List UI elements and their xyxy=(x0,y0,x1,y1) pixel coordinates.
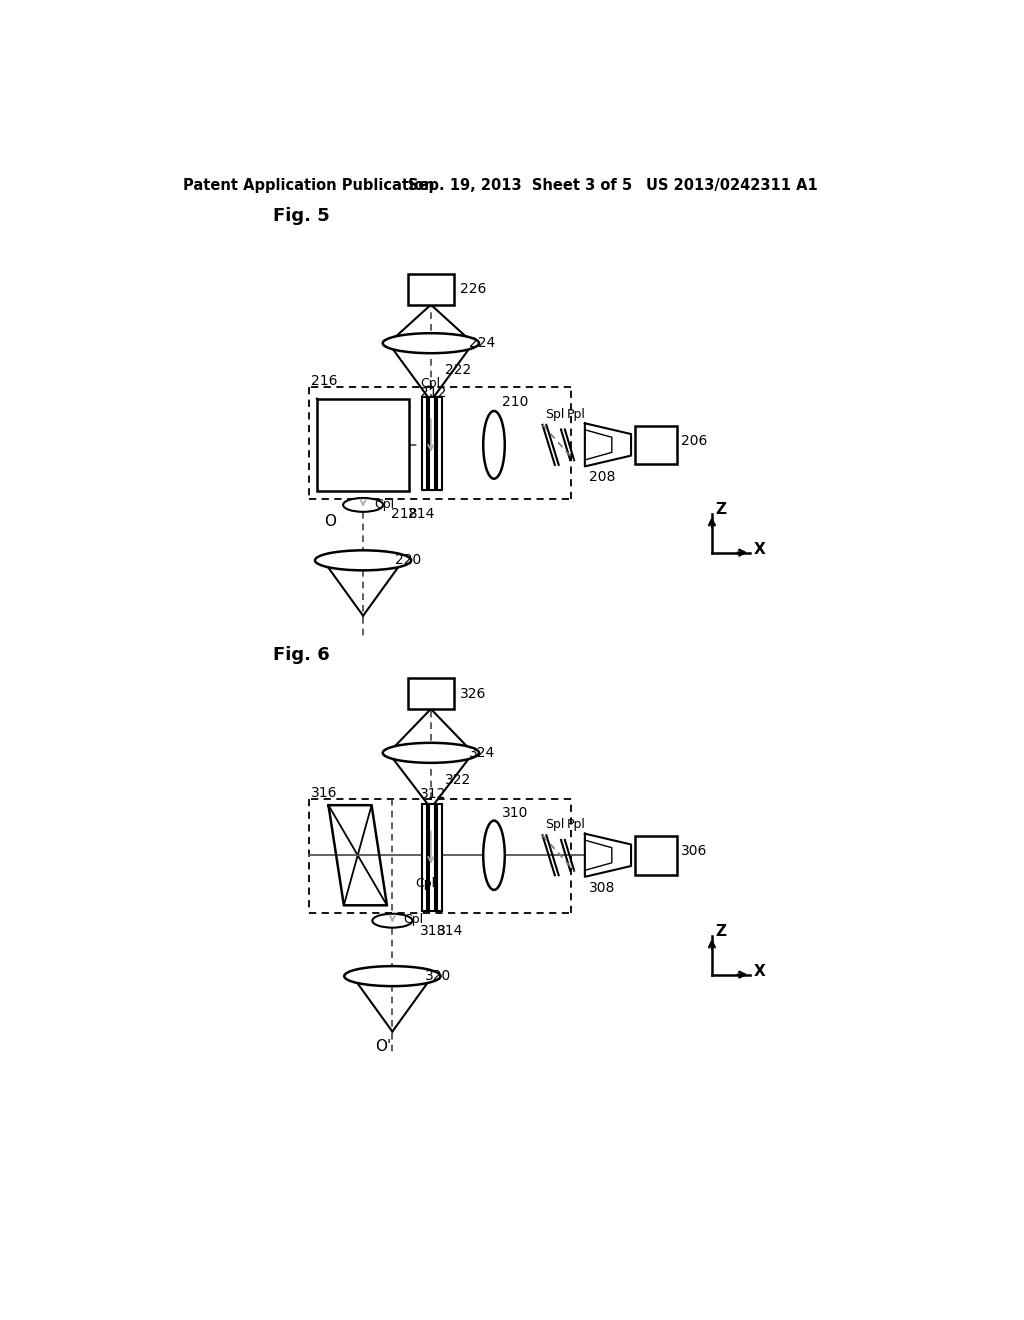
Text: Fig. 5: Fig. 5 xyxy=(273,207,330,226)
Text: US 2013/0242311 A1: US 2013/0242311 A1 xyxy=(646,178,818,193)
Bar xyxy=(635,425,677,465)
Text: Spl: Spl xyxy=(545,818,564,832)
Text: Z: Z xyxy=(715,924,726,939)
Text: Cpl: Cpl xyxy=(403,913,423,927)
Text: 312: 312 xyxy=(420,788,446,801)
Text: Cpl: Cpl xyxy=(416,878,435,890)
Bar xyxy=(635,836,677,875)
Polygon shape xyxy=(585,424,631,466)
Polygon shape xyxy=(585,834,631,876)
Text: 210: 210 xyxy=(502,396,528,409)
Text: 310: 310 xyxy=(502,807,528,820)
Text: 206: 206 xyxy=(681,434,708,447)
Ellipse shape xyxy=(373,913,413,928)
Text: 220: 220 xyxy=(395,553,422,568)
Ellipse shape xyxy=(344,966,440,986)
Text: Cpl: Cpl xyxy=(420,376,440,389)
Text: Z: Z xyxy=(715,502,726,517)
Text: X: X xyxy=(754,964,765,979)
Text: 208: 208 xyxy=(589,470,615,484)
Ellipse shape xyxy=(483,821,505,890)
Polygon shape xyxy=(329,805,387,906)
Text: 216: 216 xyxy=(310,374,337,388)
Ellipse shape xyxy=(343,498,383,512)
Ellipse shape xyxy=(315,550,412,570)
Bar xyxy=(437,804,442,911)
Bar xyxy=(422,397,427,490)
Ellipse shape xyxy=(383,743,479,763)
Text: 218: 218 xyxy=(391,507,418,521)
Text: X: X xyxy=(754,543,765,557)
Bar xyxy=(316,399,410,491)
Text: 308: 308 xyxy=(589,880,615,895)
Text: 226: 226 xyxy=(460,282,486,296)
Text: O': O' xyxy=(376,1039,391,1055)
Text: Patent Application Publication: Patent Application Publication xyxy=(183,178,434,193)
Text: 222: 222 xyxy=(444,363,471,378)
Text: 318: 318 xyxy=(420,924,446,937)
Text: 316: 316 xyxy=(310,785,337,800)
Bar xyxy=(429,804,435,911)
Ellipse shape xyxy=(483,411,505,479)
Bar xyxy=(437,397,442,490)
Text: O: O xyxy=(325,515,337,529)
Text: 314: 314 xyxy=(437,924,464,937)
Text: 306: 306 xyxy=(681,845,708,858)
Ellipse shape xyxy=(383,333,479,354)
Text: Ppl: Ppl xyxy=(567,818,586,832)
Bar xyxy=(408,275,454,305)
Text: 212: 212 xyxy=(420,387,446,400)
Text: Cpl: Cpl xyxy=(374,498,394,511)
Text: 214: 214 xyxy=(408,507,434,521)
Text: Spl: Spl xyxy=(545,408,564,421)
Text: Ppl: Ppl xyxy=(567,408,586,421)
Text: 224: 224 xyxy=(469,337,496,350)
Text: 326: 326 xyxy=(460,686,486,701)
Bar xyxy=(408,678,454,709)
Text: Sep. 19, 2013  Sheet 3 of 5: Sep. 19, 2013 Sheet 3 of 5 xyxy=(408,178,632,193)
Text: 322: 322 xyxy=(444,772,471,787)
Text: 324: 324 xyxy=(469,746,496,760)
Text: 320: 320 xyxy=(425,969,451,983)
Bar xyxy=(422,804,427,911)
Text: Fig. 6: Fig. 6 xyxy=(273,645,330,664)
Bar xyxy=(429,397,435,490)
